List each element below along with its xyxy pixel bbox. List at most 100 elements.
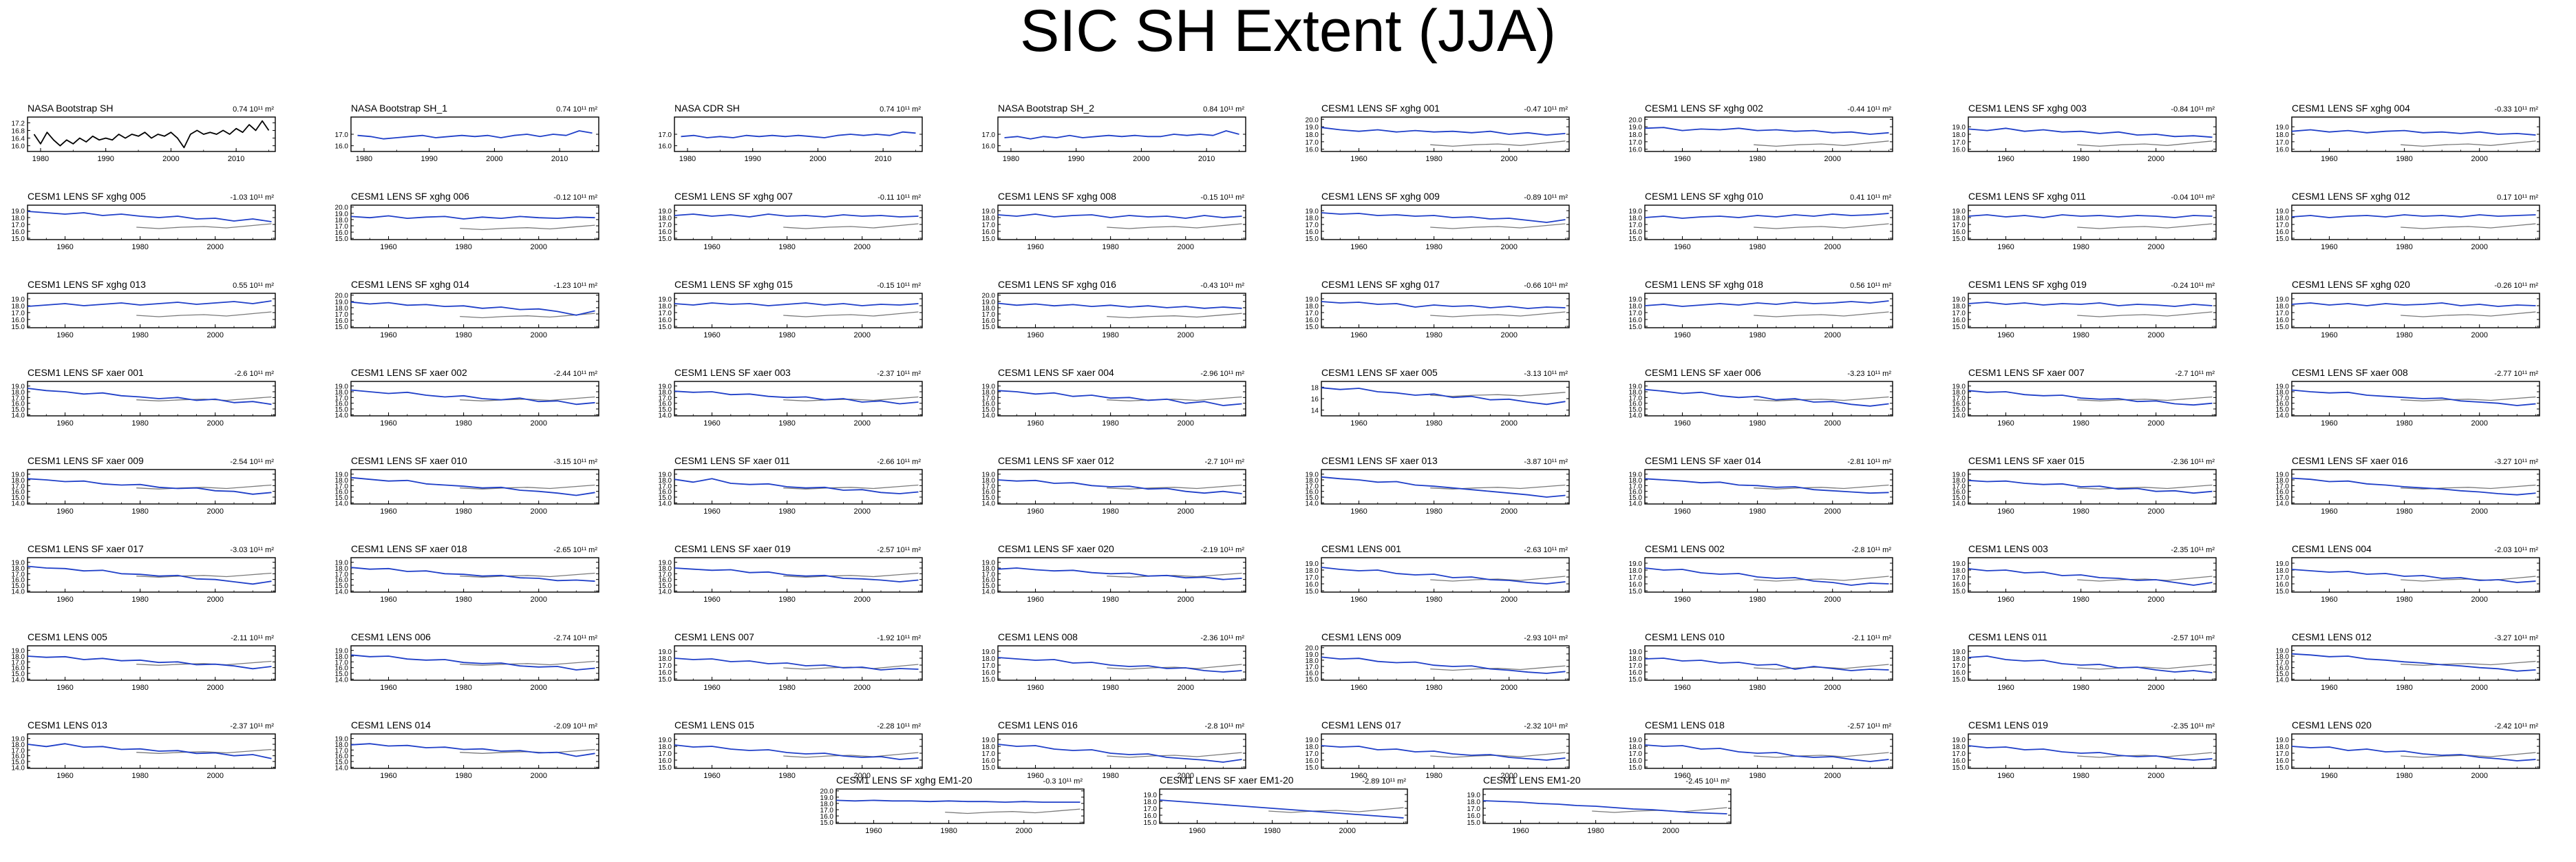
model-series-line [1644,127,1889,135]
chart-panel: CESM1 LENS 007 -1.92 10¹¹ m² 19.0 18.0 17.0 1… [647,625,923,713]
chart-panel: CESM1 LENS SF xghg 008 -0.15 10¹¹ m² 19.0 1… [970,185,1246,273]
y-tick-label: 19.0 [1629,560,1643,568]
panel-title: CESM1 LENS SF xaer 004 [998,367,1114,378]
x-tick-label: 1960 [56,243,73,251]
panel-title: CESM1 LENS 016 [998,719,1078,730]
panel-title: CESM1 LENS 010 [1645,631,1725,642]
plot-frame [1321,293,1570,328]
x-tick-label: 1960 [2321,243,2337,251]
x-tick-label: 1980 [1102,331,1118,339]
y-tick-label: 14.0 [982,412,996,419]
plot-frame [997,381,1246,417]
chart-panel: CESM1 LENS 010 -2.1 10¹¹ m² 19.0 18.0 17.0 16… [1617,625,1893,713]
x-tick-label: 1960 [1027,772,1043,780]
y-tick-label: 15.0 [2276,494,2290,502]
y-tick-label: 16.0 [12,577,25,585]
obs-series-line [460,484,595,490]
y-tick-label: 19.0 [982,383,996,391]
y-tick-label: 16.0 [2276,665,2290,673]
chart-panel: CESM1 LENS SF xaer 013 -3.87 10¹¹ m² 19.0 1… [1294,449,1570,537]
y-tick-label: 16.0 [982,489,996,496]
x-tick-label: 1980 [131,684,148,692]
y-tick-label: 14.0 [1629,412,1643,419]
plot-frame [27,116,276,152]
x-tick-label: 1980 [131,419,148,428]
y-tick-label: 18.0 [335,742,349,749]
model-series-line [1321,656,1566,674]
y-tick-label: 18.0 [982,655,996,663]
y-tick-label: 15.0 [1306,324,1319,331]
y-tick-label: 16.0 [1306,757,1319,765]
panel-title: CESM1 LENS SF xghg 004 [2292,103,2410,114]
chart-panel: CESM1 LENS 003 -2.35 10¹¹ m² 19.0 18.0 17.0 1… [1941,537,2217,625]
x-tick-label: 1980 [2072,243,2089,251]
y-tick-label: 16.0 [659,757,672,765]
model-series-line [2291,569,2536,583]
plot-frame [27,557,276,593]
model-series-line [27,478,272,495]
plot-frame [1482,788,1732,824]
model-series-line [1644,744,1889,762]
y-tick-label: 14.0 [982,588,996,596]
panel-title: CESM1 LENS 009 [1321,631,1401,642]
y-tick-label: 15.0 [659,235,672,243]
y-tick-label: 16.0 [982,229,996,236]
model-series-line [27,211,272,222]
y-tick-label: 17.0 [2276,139,2290,147]
chart-svg: CESM1 LENS SF xghg 009 -0.89 10¹¹ m²19.01… [1306,191,1570,251]
panel-title: CESM1 LENS SF xaer 005 [1321,367,1438,378]
model-series-line [1644,567,1889,586]
y-tick-label: 19.0 [982,208,996,216]
obs-series-line [1107,572,1242,578]
chart-svg: CESM1 LENS SF xaer 003 -2.37 10¹¹ m²19.01… [659,367,923,428]
plot-frame [2291,293,2540,328]
y-tick-label: 16.0 [12,665,25,673]
x-tick-label: 2010 [228,155,244,163]
model-series-line [1644,388,1889,407]
chart-panel: CESM1 LENS SF xghg 013 0.55 10¹¹ m² 19.0 18… [0,273,276,361]
obs-series-line [2401,484,2536,490]
x-tick-label: 1980 [2396,155,2412,163]
panel-title: CESM1 LENS SF xghg 012 [2292,191,2410,202]
y-tick-label: 14.0 [335,588,349,596]
y-tick-label: 17.0 [1952,139,1966,147]
trend-label: -2.6 10¹¹ m² [235,370,275,378]
panel-title: CESM1 LENS 013 [28,719,107,730]
y-tick-label: 16.0 [1952,229,1966,236]
y-tick-label: 15.0 [1629,494,1643,502]
chart-svg: CESM1 LENS SF xghg 020 -0.26 10¹¹ m²19.01… [2276,279,2540,339]
y-tick-label: 15.0 [982,494,996,502]
x-tick-label: 1980 [1425,331,1442,339]
x-tick-label: 1980 [1264,827,1280,835]
model-series-line [674,302,919,306]
chart-panel: NASA CDR SH 0.74 10¹¹ m² 17.0 16.0 1980 1990 2… [647,96,923,185]
chart-panel: CESM1 LENS 014 -2.09 10¹¹ m² 19.0 18.0 17.0 1… [323,713,599,801]
panel-title: NASA Bootstrap SH_1 [351,103,447,114]
y-tick-label: 17.0 [1629,139,1643,147]
x-tick-label: 2000 [1339,827,1355,835]
y-tick-label: 17.0 [2276,574,2290,582]
chart-panel: CESM1 LENS SF xghg EM1-20 -0.3 10¹¹ m² 20.… [809,768,1085,856]
chart-svg: CESM1 LENS SF xaer 007 -2.7 10¹¹ m² 19.018… [1952,367,2217,428]
x-tick-label: 2000 [1177,772,1193,780]
y-tick-label: 19.0 [659,649,672,656]
y-tick-label: 17.0 [659,395,672,402]
y-tick-label: 19.0 [12,472,25,479]
x-tick-label: 1960 [1674,331,1690,339]
y-tick-label: 19.0 [12,736,25,744]
x-tick-label: 2000 [1015,827,1032,835]
panel-title: CESM1 LENS SF xghg 018 [1645,279,1763,290]
model-series-line [1482,800,1727,814]
plot-frame [350,557,599,593]
chart-svg: CESM1 LENS SF xaer 014 -2.81 10¹¹ m²19.01… [1629,455,1893,516]
plot-frame [674,733,923,769]
x-tick-label: 2000 [2471,243,2487,251]
y-tick-label: 20.0 [982,293,996,300]
chart-panel: CESM1 LENS SF xghg 014 -1.23 10¹¹ m² 20.0 1… [323,273,599,361]
x-tick-label: 1960 [380,507,396,516]
y-tick-label: 17.0 [659,662,672,670]
plot-frame [1321,557,1570,593]
x-tick-label: 2000 [206,684,223,692]
chart-svg: CESM1 LENS 005 -2.11 10¹¹ m²19.018.017.01… [12,631,276,692]
